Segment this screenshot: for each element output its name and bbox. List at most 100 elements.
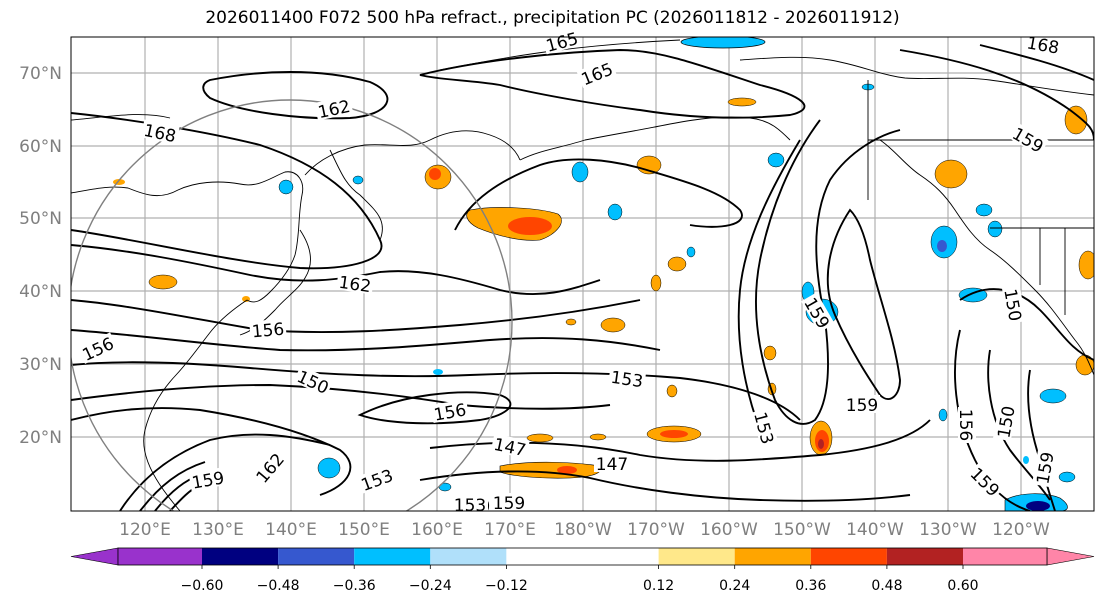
precip-patch-pos (666, 384, 678, 398)
coastline-kamchatka (304, 130, 521, 176)
contour-150-south (419, 470, 911, 502)
contour-label-bg (751, 408, 779, 448)
contour-label: 156 (251, 320, 285, 343)
lon-label: 130°W (919, 520, 977, 540)
contour-label-bg (958, 407, 976, 443)
precip-patch-core (429, 168, 441, 180)
contour-label-bg (594, 454, 630, 472)
contour-label-bg (844, 395, 880, 413)
contour-label: 162 (337, 273, 372, 297)
precip-patch-neg (607, 203, 623, 221)
contour-label: 147 (596, 455, 628, 475)
precip-patch-peak (1026, 501, 1050, 511)
contour-165 (419, 49, 806, 119)
contour-150-e (959, 288, 1094, 361)
precip-patch-neg (680, 37, 766, 49)
lat-label: 30°N (19, 355, 62, 375)
contour-159 (71, 299, 641, 334)
precip-patch-pos (667, 256, 687, 272)
contour-153-trough (826, 208, 901, 400)
precip-patch-pos (934, 159, 968, 189)
lon-label: 120°E (119, 520, 171, 540)
precip-patch-pos (727, 97, 757, 107)
contour-162-closed (202, 71, 389, 120)
contour-label-bg (1023, 32, 1063, 57)
contour-153-w (71, 407, 352, 496)
precip-patch-core (557, 466, 577, 474)
colorbar-bin (963, 548, 1047, 565)
colorbar-tick-label: 0.60 (947, 578, 978, 594)
contour-label-bg (1001, 285, 1026, 325)
contour-label: 153 (609, 368, 644, 392)
colorbar-extend-max (1046, 547, 1095, 566)
contour-label-bg (249, 318, 287, 340)
contour-label-bg (608, 366, 647, 390)
contour-label-bg (336, 271, 375, 295)
precip-patch-pos (600, 317, 626, 333)
map-frame (70, 36, 1095, 512)
precip-patch-core (937, 240, 947, 252)
contour-162 (71, 244, 601, 296)
colorbar-bin (430, 548, 507, 565)
colorbar-extend-min (70, 547, 119, 566)
colorbar-bin (810, 548, 887, 565)
range-circle (71, 99, 513, 511)
precip-patch-neg (938, 408, 948, 422)
lon-label: 130°E (192, 520, 244, 540)
coastline-kurils (329, 149, 383, 241)
contour-label-bg (491, 493, 527, 511)
lon-label: 140°W (846, 520, 904, 540)
precip-patch-neg (975, 203, 993, 217)
colorbar-tick-label: 0.12 (643, 578, 674, 594)
colorbar-tick-label: 0.24 (719, 578, 750, 594)
precip-patch-neg (433, 369, 443, 375)
precip-patch-neg (767, 152, 785, 168)
colorbar-tick-label: −0.60 (181, 578, 224, 594)
contour-label-bg (430, 399, 470, 424)
lon-label: 160°E (411, 520, 463, 540)
contour-label-bg (1008, 122, 1049, 156)
precip-patch-pos (589, 433, 607, 441)
lon-label: 170°W (627, 520, 685, 540)
colorbar-bin (354, 548, 431, 565)
contour-label-bg (1032, 448, 1057, 488)
contour-label-bg (993, 402, 1018, 442)
contour-162-sw (139, 461, 206, 511)
coastline-north-america (879, 139, 1094, 376)
contour-label-bg (542, 27, 582, 55)
contour-150 (71, 384, 611, 410)
colorbar-tick-label: 0.36 (795, 578, 826, 594)
contour-label-bg (452, 495, 488, 513)
precip-patch-pos (499, 461, 602, 479)
lon-label: 160°W (700, 520, 758, 540)
latitude-axis: 70°N 60°N 50°N 40°N 30°N 20°N (19, 64, 62, 448)
precip-patch-pos (650, 274, 662, 292)
contour-165-ne (899, 49, 1094, 141)
precip-patch-neg (1039, 388, 1067, 404)
precip-patch-pos (148, 274, 178, 290)
colorbar-bin (886, 548, 963, 565)
colorbar-tick-label: −0.24 (409, 578, 452, 594)
contour-label-bg (250, 447, 288, 487)
precip-patch-neg (278, 179, 294, 195)
colorbar-bin (118, 548, 202, 565)
lat-label: 50°N (19, 209, 62, 229)
colorbar-bin (658, 548, 735, 565)
lat-label: 20°N (19, 428, 62, 448)
precip-patch-pos (1064, 105, 1088, 135)
colorbar-bin (278, 548, 355, 565)
lat-label: 60°N (19, 137, 62, 157)
coastline-alaska-south (519, 116, 791, 161)
precip-patch-neg (987, 220, 1003, 238)
contour-165b (454, 158, 743, 231)
colorbar-tick-label: −0.12 (485, 578, 528, 594)
precip-patch-pos (526, 433, 554, 443)
precip-anomaly-patches (113, 37, 1094, 511)
precip-patch-neg (571, 161, 589, 183)
lon-label: 120°W (992, 520, 1050, 540)
colorbar-bin (506, 548, 659, 565)
contour-156 (71, 329, 661, 352)
precip-patch-pos (1078, 250, 1094, 280)
lon-label: 150°E (338, 520, 390, 540)
